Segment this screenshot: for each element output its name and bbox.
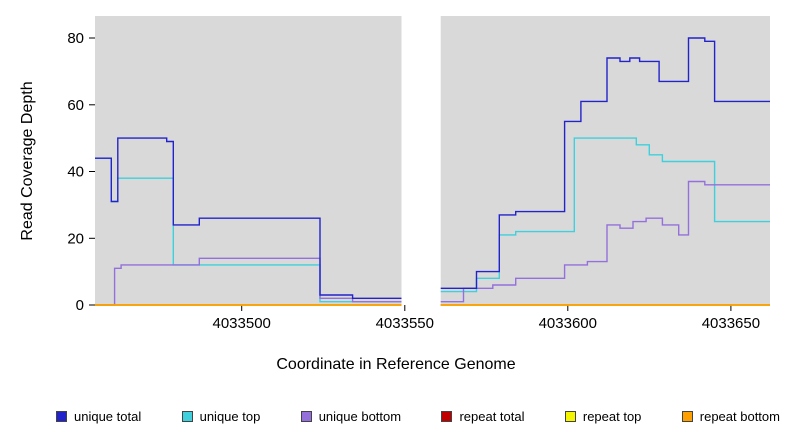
legend: unique total unique top unique bottom repea… xyxy=(0,409,792,424)
y-tick-label: 40 xyxy=(67,164,84,181)
x-tick-label: 4033500 xyxy=(212,315,270,332)
legend-item-unique-top: unique top xyxy=(181,409,261,424)
y-tick-label: 80 xyxy=(67,30,84,47)
legend-item-repeat-total: repeat total xyxy=(441,409,525,424)
legend-label: unique bottom xyxy=(318,409,402,424)
x-tick-label: 4033650 xyxy=(702,315,760,332)
x-tick-label: 4033600 xyxy=(539,315,597,332)
legend-swatch-icon xyxy=(681,411,693,422)
plot-background xyxy=(95,16,402,305)
y-tick-label: 0 xyxy=(76,297,84,314)
x-tick-label: 4033550 xyxy=(376,315,434,332)
legend-swatch-icon xyxy=(564,411,576,422)
series-unique-top xyxy=(440,137,770,293)
legend-swatch-icon xyxy=(181,411,193,422)
legend-label: repeat top xyxy=(582,409,642,424)
legend-label: repeat bottom xyxy=(699,409,780,424)
series-unique-bottom xyxy=(440,180,770,303)
legend-swatch-icon xyxy=(300,411,312,422)
legend-swatch-icon xyxy=(441,411,453,422)
series-unique-total xyxy=(440,37,770,289)
series-unique-total xyxy=(95,137,402,299)
legend-item-unique-bottom: unique bottom xyxy=(300,409,402,424)
x-axis-title: Coordinate in Reference Genome xyxy=(276,356,516,373)
coverage-plot: 4033500 4033550 4033600 4033650 0 20 40 60 80 xyxy=(67,16,770,332)
y-tick-label: 60 xyxy=(67,97,84,114)
legend-item-repeat-top: repeat top xyxy=(564,409,642,424)
y-tick-label: 20 xyxy=(67,230,84,247)
legend-item-unique-total: unique total xyxy=(56,409,141,424)
legend-item-repeat-bottom: repeat bottom xyxy=(681,409,780,424)
y-axis-title: Read Coverage Depth xyxy=(19,81,36,241)
legend-label: unique top xyxy=(199,409,261,424)
legend-label: repeat total xyxy=(459,409,525,424)
legend-swatch-icon xyxy=(56,411,67,422)
legend-label: unique total xyxy=(74,409,142,424)
